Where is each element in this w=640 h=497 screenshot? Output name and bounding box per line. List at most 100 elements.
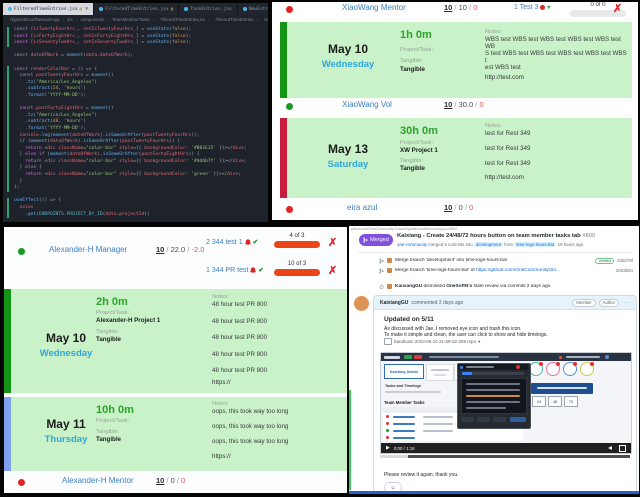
entry-link[interactable]: https:// (212, 453, 231, 460)
status-dot-red (286, 6, 293, 13)
hour-filter-button[interactable]: 72 (564, 396, 578, 407)
code-line: const renderColorBar = () => { (14, 66, 98, 72)
comment-author-link[interactable]: KaixiangGU (380, 299, 409, 306)
bell-icon (244, 239, 251, 245)
video-controls[interactable]: ▶ 0:00 / 1:18 (381, 443, 631, 453)
hours-committed[interactable]: 10 (156, 476, 165, 485)
placeholder-logo (384, 355, 400, 359)
remove-task-button[interactable]: ✗ (328, 237, 338, 249)
placeholder-dot (559, 355, 562, 359)
tangible-label: Tangible: (400, 58, 424, 64)
hours-committed[interactable]: 10 (444, 100, 453, 109)
notes-label: Notes: (485, 29, 502, 35)
note-line: 48 hour test PR 800 (212, 367, 268, 374)
close-icon[interactable]: × (85, 6, 89, 12)
project-value: Alexander-H Project 1 (96, 317, 161, 324)
modified-badge: M (170, 6, 174, 12)
member-link[interactable]: XiaoWang Mentor (342, 3, 406, 12)
browser-url[interactable]: github.com/OneCommunityGlobal/HighestGoo… (351, 227, 458, 231)
code-line: .tz("America/Los_Angeles") (25, 112, 98, 118)
breadcrumb-item[interactable]: HighestGoodNetworkApp (10, 17, 60, 22)
kebab-menu-icon[interactable]: ··· (622, 299, 630, 306)
commit-message[interactable]: Merge branch 'development' into time-log… (395, 258, 508, 263)
breadcrumb-item[interactable]: FilteredTimeEntries (215, 17, 254, 22)
user-link[interactable]: KaixiangGU (395, 284, 423, 289)
project-label: Project/Task: (400, 47, 434, 53)
tangible-value: Tangible (96, 336, 121, 343)
code-line: .tz("America/Los_Angeles") (25, 79, 98, 85)
entry-link[interactable]: http://test.com (485, 174, 524, 181)
breadcrumb-item[interactable]: src (67, 17, 73, 22)
film-icon (384, 338, 392, 345)
hour-filter-button[interactable]: 24 (532, 396, 546, 407)
progress-bar (274, 269, 320, 276)
breadcrumb[interactable]: HighestGoodNetworkApp › src › components › Tea… (3, 15, 268, 24)
editor-tab[interactable]: FilteredTimeEntries.jsx M (94, 3, 180, 15)
placeholder-line (466, 389, 520, 391)
chevron-right-icon: › (62, 17, 65, 22)
task-link[interactable]: 1 Test 3 (514, 4, 539, 11)
note-line: WBS test WBS test WBS test WBS test WBS … (485, 36, 621, 50)
hours-remaining: 0 (469, 203, 474, 212)
code-line: .subtract(24, 'hours') (25, 86, 87, 92)
chevron-right-icon: › (107, 17, 109, 22)
notes-label: Notes: (485, 123, 502, 129)
hours-summary: 10 / 22.0 / -2.0 (156, 245, 204, 254)
check-icon: ✔ (252, 239, 259, 246)
commit-hash[interactable]: 33d279f (617, 258, 633, 263)
repo-link[interactable]: https://github.com/OneCommunityGlo… (476, 268, 561, 273)
breadcrumb-item[interactable]: FilteredTimeEntries.jsx (160, 17, 206, 22)
entry-link[interactable]: http://test.com (485, 74, 524, 81)
base-branch[interactable]: development (473, 242, 504, 247)
member-link[interactable]: Alexander-H Mentor (62, 476, 134, 485)
project-label: Project/Task: (96, 310, 130, 316)
video-scrubber[interactable] (380, 455, 630, 458)
commit-message[interactable]: Merge branch 'time-logs-hours-bar' of ht… (395, 268, 561, 273)
entry-link[interactable]: https:// (212, 379, 231, 386)
member-link[interactable]: XiaoWang Vol (342, 100, 392, 109)
hours-committed[interactable]: 10 (156, 245, 165, 254)
timeline-commit-row: Merge branch 'development' into time-log… (379, 256, 633, 265)
tangible-label: Tangible: (96, 429, 120, 435)
member-link[interactable]: eira azul (347, 203, 378, 212)
fullscreen-icon[interactable] (619, 444, 626, 452)
separator: / (164, 245, 171, 254)
editor-tab[interactable]: FilteredTimeEntries.jsx M × (3, 3, 95, 15)
hours-summary: 10 / 0 / 0 (156, 476, 185, 485)
editor-tab[interactable]: TaskEntries.jsx (179, 3, 238, 15)
chevron-right-icon: › (208, 17, 210, 22)
remove-task-button[interactable]: ✗ (613, 3, 623, 15)
member-link[interactable]: Alexander-H Manager (49, 245, 128, 254)
chevron-down-icon[interactable]: ▾ (547, 5, 551, 11)
code-area[interactable]: const [isTwentyFourHrs_, setIsTwentyFour… (3, 24, 268, 218)
breadcrumb-item[interactable]: TeamMemberTasks (111, 17, 150, 22)
avatar[interactable] (354, 296, 369, 311)
placeholder-text (423, 415, 453, 418)
pr-title[interactable]: Kaixiang - Create 24/48/72 hours button … (397, 233, 596, 239)
note-line: 48 hour test PR 800 (212, 350, 268, 358)
editor-tab[interactable]: NewEntryForm.jsx (237, 3, 268, 15)
video-attachment-link[interactable]: bandicam 2023-05-10 21-59-32-269.mp4 ▾ (384, 338, 480, 345)
play-icon[interactable]: ▶ (386, 445, 390, 451)
task-link[interactable]: 2 344 test 1 (206, 238, 243, 246)
breadcrumb-item[interactable]: renderColorBar (263, 17, 268, 22)
task-link[interactable]: 1 344 PR test (206, 266, 249, 274)
hours-committed[interactable]: 10 (444, 3, 453, 12)
react-icon (242, 7, 247, 11)
remove-task-button[interactable]: ✗ (328, 265, 338, 277)
user-link[interactable]: one-community (397, 242, 428, 247)
video-player[interactable]: Kaixiang Admin Tasks and Timelogs Team M… (380, 352, 632, 454)
head-branch[interactable]: time-logs-hours-bar (514, 242, 557, 247)
entry-day: Wednesday (39, 348, 93, 359)
breadcrumb-item[interactable]: components (80, 17, 105, 22)
git-merge-icon (363, 237, 368, 243)
bell-icon (250, 267, 257, 273)
commit-hash[interactable]: 2e03b94 (615, 268, 633, 273)
entry-day: Saturday (327, 159, 369, 170)
hours-committed[interactable]: 10 (444, 203, 453, 212)
placeholder-avatar (605, 355, 609, 359)
notes-list: 48 hour test PR 800 48 hour test PR 800 48… (212, 301, 340, 384)
hour-filter-button[interactable]: 48 (548, 396, 562, 407)
volume-icon[interactable] (608, 446, 612, 450)
code-line: } else if (moment(dateOfWork).isSameOrAf… (19, 152, 200, 158)
